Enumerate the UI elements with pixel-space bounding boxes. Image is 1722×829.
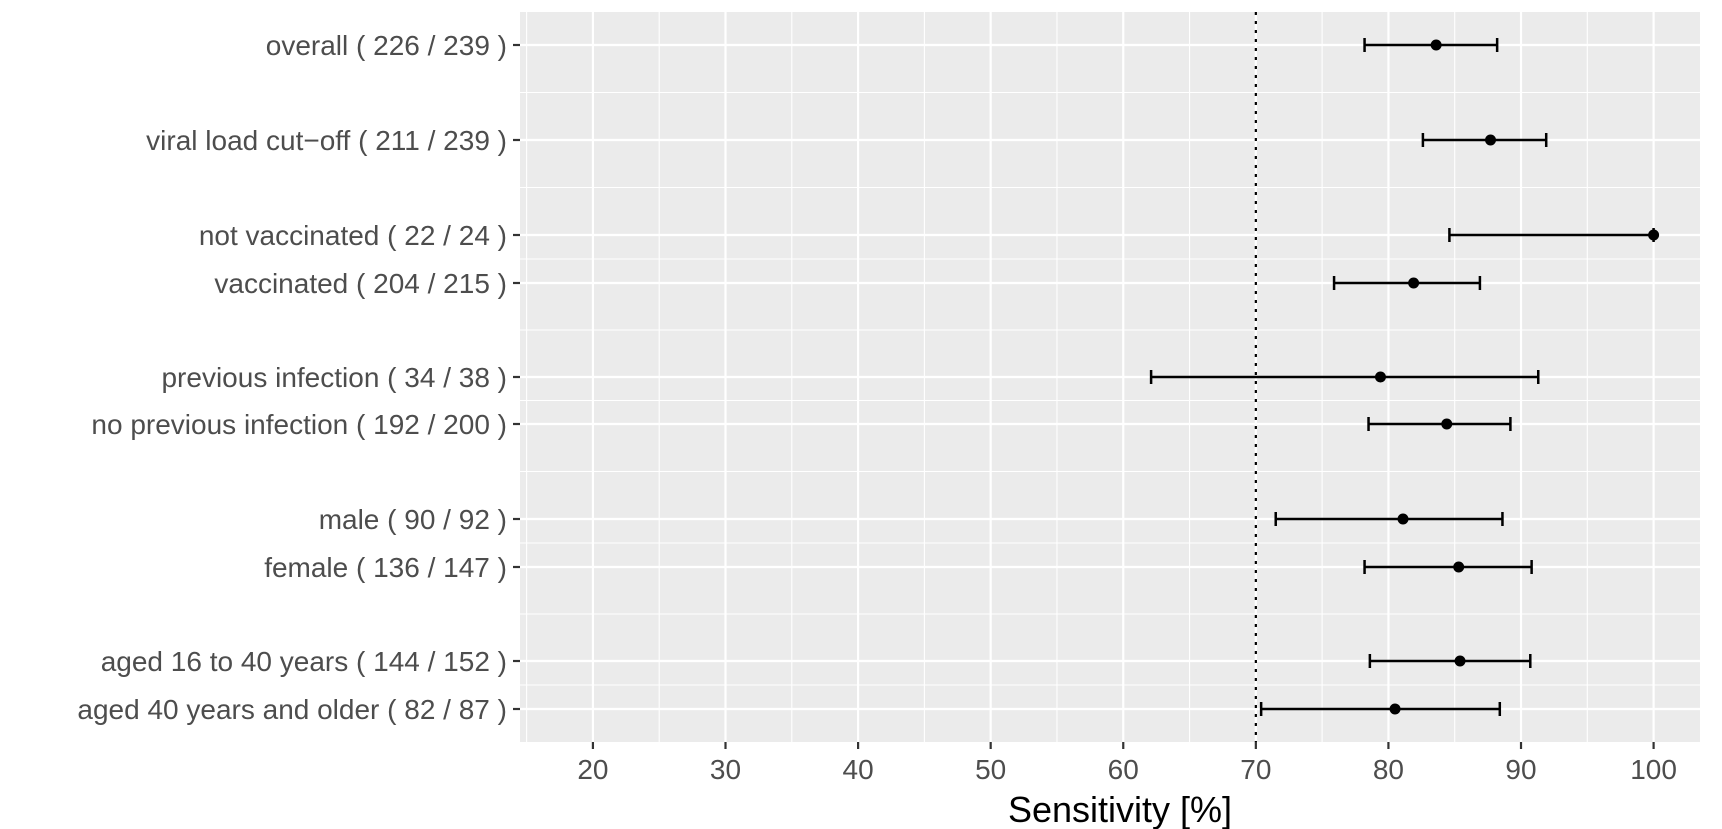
x-tick-label: 80	[1373, 754, 1404, 785]
x-tick-label: 90	[1505, 754, 1536, 785]
x-tick-label: 30	[710, 754, 741, 785]
point-estimate	[1441, 418, 1453, 430]
point-estimate	[1389, 703, 1401, 715]
chart-marks	[1149, 38, 1660, 716]
y-tick-label: female ( 136 / 147 )	[264, 552, 507, 583]
x-tick-label: 100	[1630, 754, 1677, 785]
y-tick-label: no previous infection ( 192 / 200 )	[91, 409, 507, 440]
point-estimate	[1374, 371, 1386, 383]
x-tick-label: 70	[1240, 754, 1271, 785]
x-tick-label: 40	[843, 754, 874, 785]
error-bar	[1332, 276, 1482, 290]
x-tick-label: 20	[577, 754, 608, 785]
point-estimate	[1397, 513, 1409, 525]
point-estimate	[1454, 655, 1466, 667]
error-bar	[1149, 370, 1540, 384]
x-axis: 20 30 40 50 60 70 80 90 100	[577, 742, 1677, 785]
x-tick-label: 50	[975, 754, 1006, 785]
error-bar	[1274, 512, 1504, 526]
y-tick-label: not vaccinated ( 22 / 24 )	[199, 220, 507, 251]
error-bar	[1259, 702, 1502, 716]
y-axis: overall ( 226 / 239 ) viral load cut−off …	[77, 30, 520, 725]
point-estimate	[1453, 561, 1465, 573]
x-axis-label: Sensitivity [%]	[1008, 789, 1232, 829]
y-tick-label: vaccinated ( 204 / 215 )	[214, 268, 507, 299]
x-tick-label: 60	[1108, 754, 1139, 785]
error-bar	[1363, 560, 1533, 574]
y-tick-label: aged 16 to 40 years ( 144 / 152 )	[101, 646, 507, 677]
point-estimate	[1430, 39, 1442, 51]
error-bar	[1367, 417, 1512, 431]
point-estimate	[1408, 277, 1420, 289]
error-bar	[1368, 654, 1532, 668]
y-tick-label: viral load cut−off ( 211 / 239 )	[146, 125, 507, 156]
point-estimate	[1648, 229, 1660, 241]
y-tick-label: male ( 90 / 92 )	[319, 504, 507, 535]
y-tick-label: previous infection ( 34 / 38 )	[161, 362, 507, 393]
minor-gridlines	[520, 12, 1700, 742]
error-bar	[1421, 133, 1548, 147]
point-estimate	[1485, 134, 1497, 146]
y-tick-label: overall ( 226 / 239 )	[266, 30, 507, 61]
y-tick-label: aged 40 years and older ( 82 / 87 )	[77, 694, 507, 725]
